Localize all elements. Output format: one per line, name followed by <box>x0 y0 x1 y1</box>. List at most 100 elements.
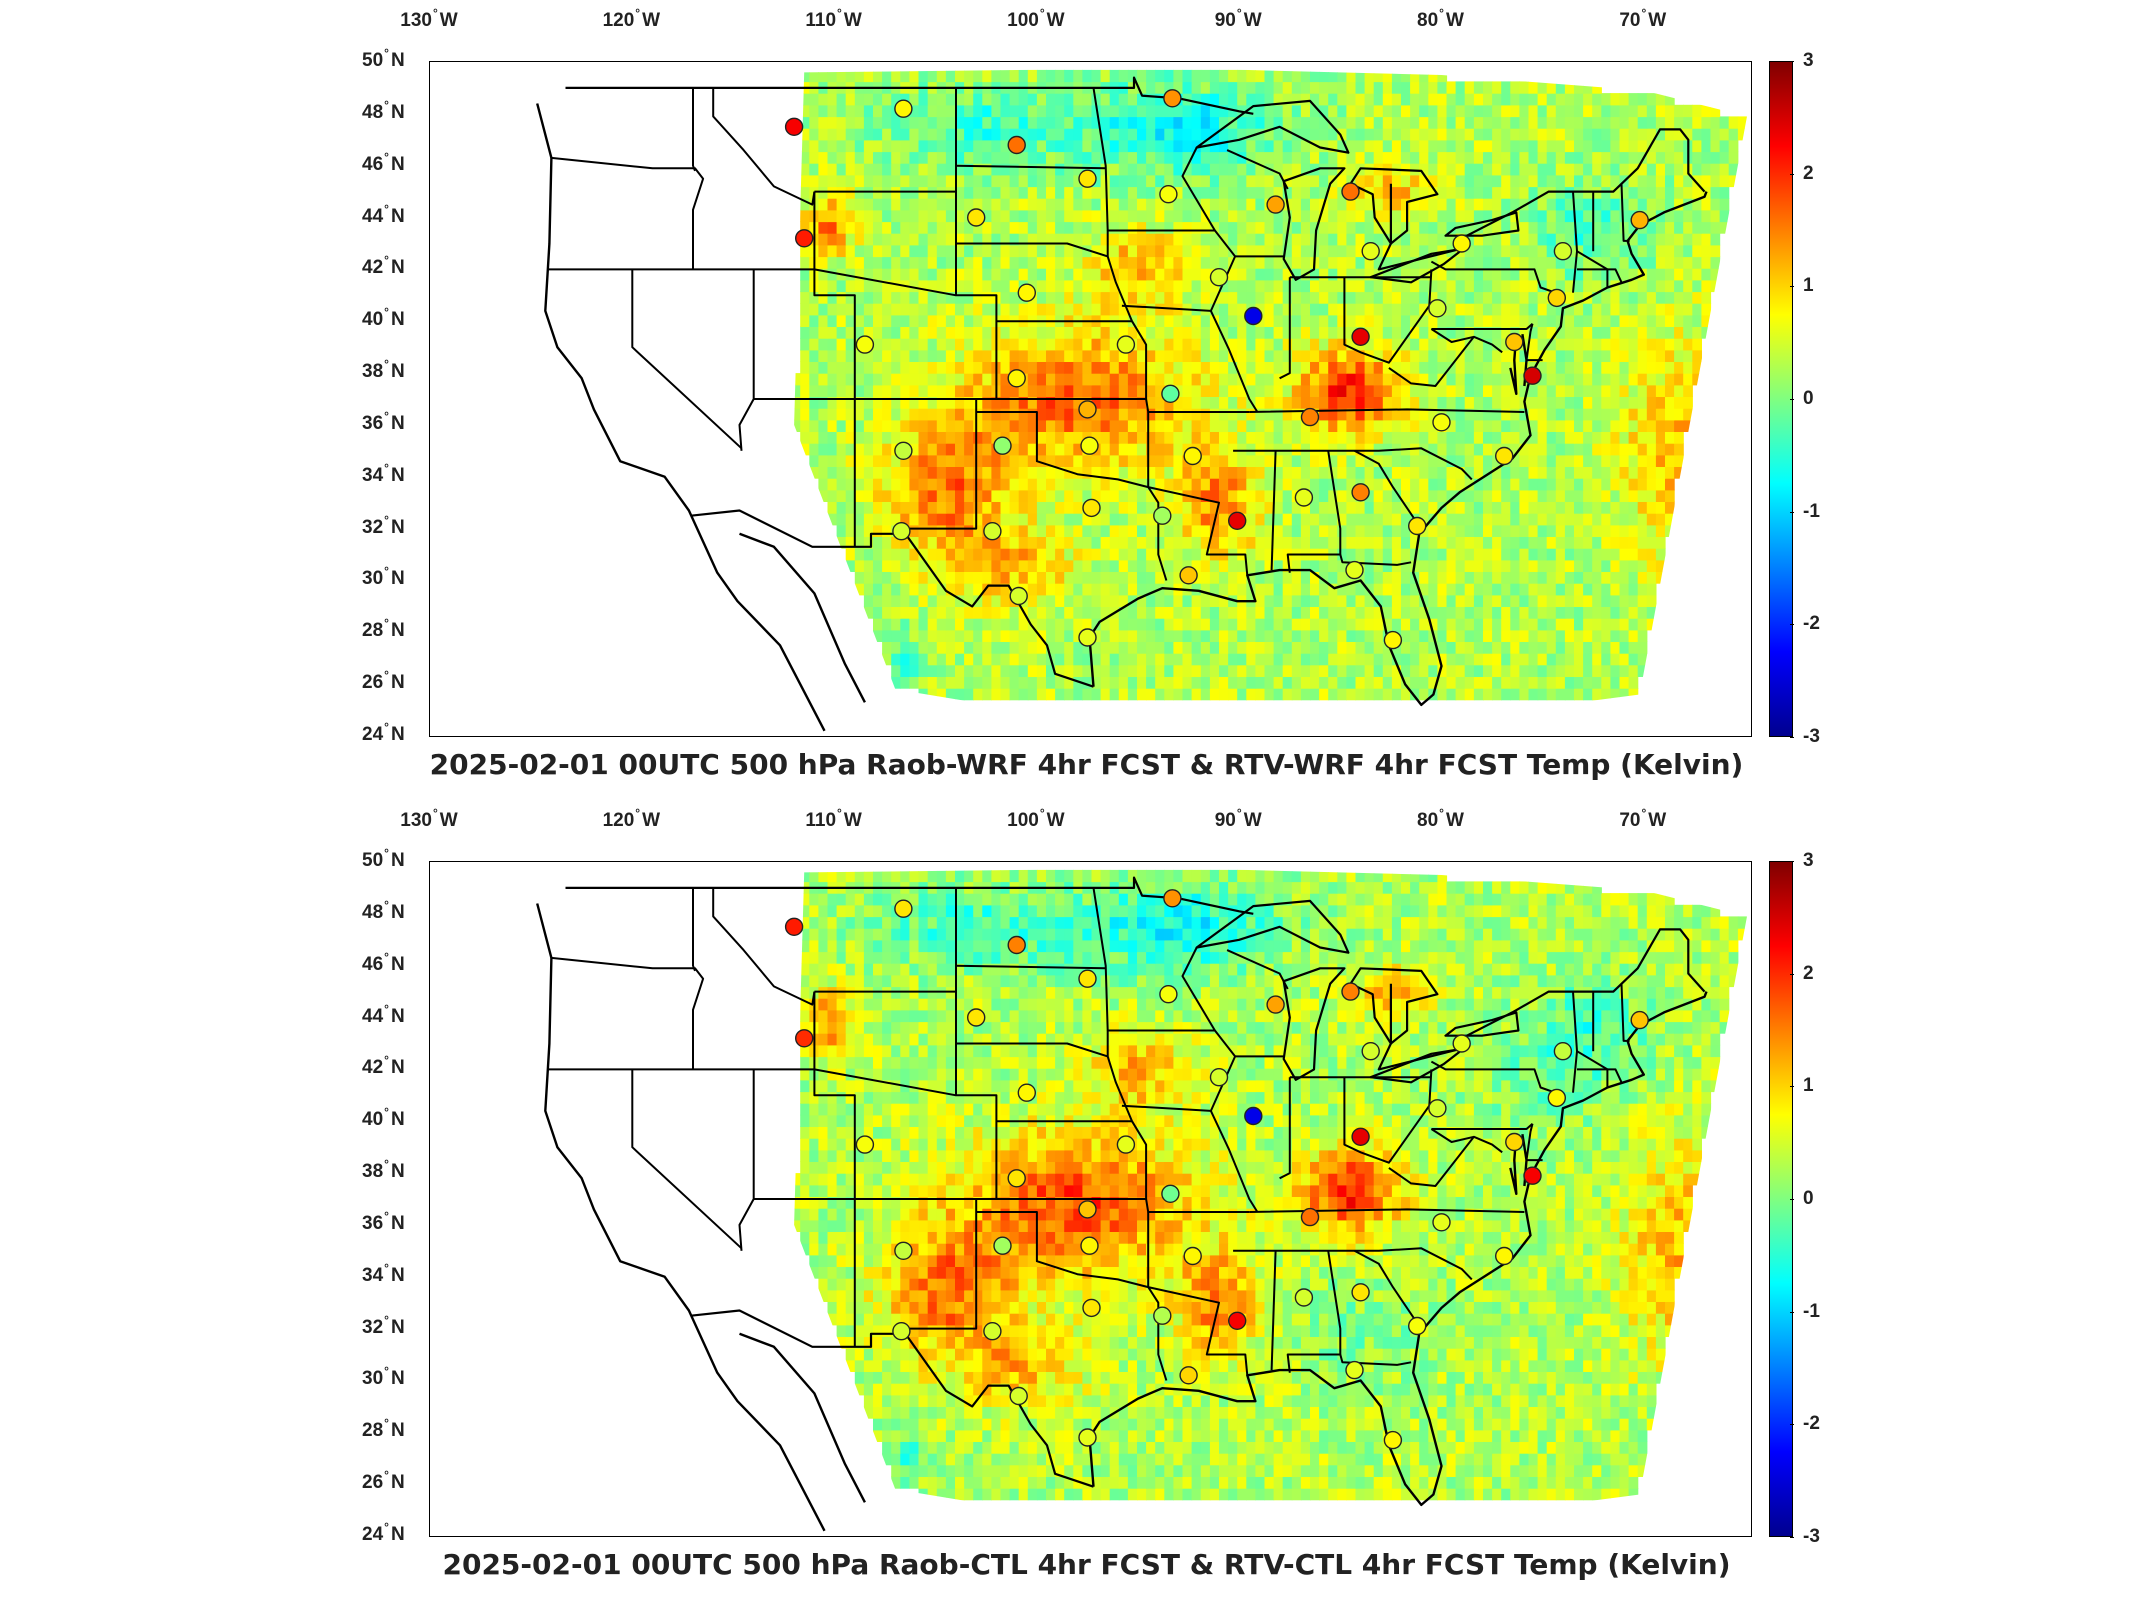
latitude-tick-label: 46° N <box>362 949 405 975</box>
latitude-tick-label: 38° N <box>362 1157 405 1183</box>
station-marker <box>1082 1298 1101 1318</box>
station-marker <box>855 335 875 354</box>
station-marker <box>1179 566 1198 585</box>
station-marker <box>795 1029 814 1048</box>
station-marker <box>1009 586 1028 606</box>
map-frame <box>429 861 1752 1537</box>
station-marker <box>894 99 913 118</box>
map-svg <box>536 869 1748 1532</box>
station-marker <box>1428 299 1447 318</box>
longitude-tick-label: 130° W <box>400 6 458 31</box>
station-marker <box>1630 210 1649 230</box>
station-marker <box>993 436 1012 455</box>
station-marker <box>1351 483 1370 502</box>
station-marker <box>1153 506 1172 525</box>
station-marker <box>1341 982 1360 1001</box>
colorbar-tick-mark <box>1790 61 1794 62</box>
station-marker <box>1007 1169 1026 1188</box>
colorbar-tick-mark <box>1790 1424 1794 1426</box>
latitude-tick-label: 42° N <box>362 1053 405 1079</box>
station-marker <box>1183 1246 1202 1266</box>
raob-stations <box>784 889 1649 1450</box>
station-marker <box>1553 241 1573 261</box>
station-marker <box>1341 182 1360 201</box>
station-marker <box>967 208 986 227</box>
colorbar-tick-label: 1 <box>1803 1075 1814 1097</box>
longitude-tick-label: 70° W <box>1619 806 1667 831</box>
station-marker <box>1209 1067 1229 1087</box>
colorbar-tick-mark <box>1790 1086 1794 1088</box>
colorbar-tick-label: 0 <box>1803 388 1814 409</box>
longitude-tick-label: 100° W <box>1007 806 1065 831</box>
station-marker <box>855 1135 875 1154</box>
station-marker <box>1300 1207 1320 1227</box>
colorbar-tick-mark <box>1790 1199 1794 1200</box>
station-marker <box>1351 1127 1370 1146</box>
station-marker <box>892 522 911 541</box>
temperature-difference-field <box>794 869 1748 1501</box>
station-marker <box>795 229 814 248</box>
station-marker <box>892 1322 911 1341</box>
station-marker <box>1179 1366 1198 1385</box>
station-marker <box>983 522 1002 541</box>
station-marker <box>1078 1200 1097 1219</box>
station-marker <box>1266 195 1285 214</box>
latitude-tick-label: 46° N <box>362 149 405 175</box>
longitude-tick-label: 70° W <box>1619 6 1667 31</box>
station-marker <box>1505 1132 1524 1152</box>
station-marker <box>1159 184 1178 204</box>
station-marker <box>1630 1010 1649 1030</box>
station-marker <box>967 1008 986 1027</box>
temperature-difference-field <box>794 69 1748 701</box>
station-marker <box>1007 935 1026 955</box>
station-marker <box>894 441 913 460</box>
station-marker <box>1294 488 1314 507</box>
state-boundaries <box>547 887 1630 1381</box>
longitude-tick-label: 90° W <box>1214 806 1262 831</box>
latitude-tick-label: 36° N <box>362 408 405 434</box>
station-marker <box>983 1322 1002 1341</box>
station-marker <box>1078 169 1097 188</box>
colorbar-tick-mark <box>1790 737 1794 738</box>
latitude-tick-label: 42° N <box>362 253 405 279</box>
station-marker <box>1523 366 1542 385</box>
colorbar-tick-mark <box>1790 286 1794 288</box>
colorbar-tick-label: 2 <box>1803 962 1814 984</box>
station-marker <box>1345 1360 1364 1380</box>
longitude-tick-label: 100° W <box>1007 6 1065 31</box>
great-lakes <box>1195 99 1520 284</box>
map-svg <box>536 69 1748 732</box>
state-boundaries <box>547 87 1630 581</box>
longitude-tick-label: 80° W <box>1417 6 1464 31</box>
panel-title: 2025-02-01 00UTC 500 hPa Raob-WRF 4hr FC… <box>429 748 1744 781</box>
colorbar-tick-label: 3 <box>1803 50 1814 71</box>
latitude-tick-label: 24° N <box>362 720 405 745</box>
latitude-tick-label: 24° N <box>362 1520 405 1545</box>
station-marker <box>1452 1034 1471 1053</box>
colorbar-tick-label: -3 <box>1803 726 1820 747</box>
station-marker <box>1078 969 1097 988</box>
station-marker <box>1228 511 1247 530</box>
station-marker <box>1153 1306 1172 1325</box>
station-marker <box>1383 630 1403 650</box>
station-marker <box>1361 241 1380 261</box>
colorbar-tick-mark <box>1790 511 1794 513</box>
station-marker <box>1007 135 1026 155</box>
colorbar-tick-mark <box>1790 1537 1794 1538</box>
latitude-tick-label: 44° N <box>362 201 405 227</box>
latitude-tick-label: 30° N <box>362 1364 405 1390</box>
station-marker <box>1082 498 1101 518</box>
station-marker <box>1505 332 1524 352</box>
colorbar-tick-label: 0 <box>1803 1188 1814 1209</box>
station-marker <box>1345 560 1364 580</box>
colorbar-tick-label: -1 <box>1803 1300 1820 1322</box>
station-marker <box>1209 267 1229 287</box>
station-marker <box>1408 1316 1427 1336</box>
latitude-tick-label: 28° N <box>362 616 405 642</box>
station-marker <box>1494 1246 1514 1266</box>
latitude-tick-label: 40° N <box>362 1105 405 1131</box>
great-lakes <box>1195 899 1520 1084</box>
station-marker <box>1547 1088 1567 1108</box>
panel-raob-wrf: 130° W 120° W 110° W 100° W 90° W 80° W 70° W 50° N 48°… <box>362 6 1820 781</box>
station-marker <box>1183 446 1202 466</box>
